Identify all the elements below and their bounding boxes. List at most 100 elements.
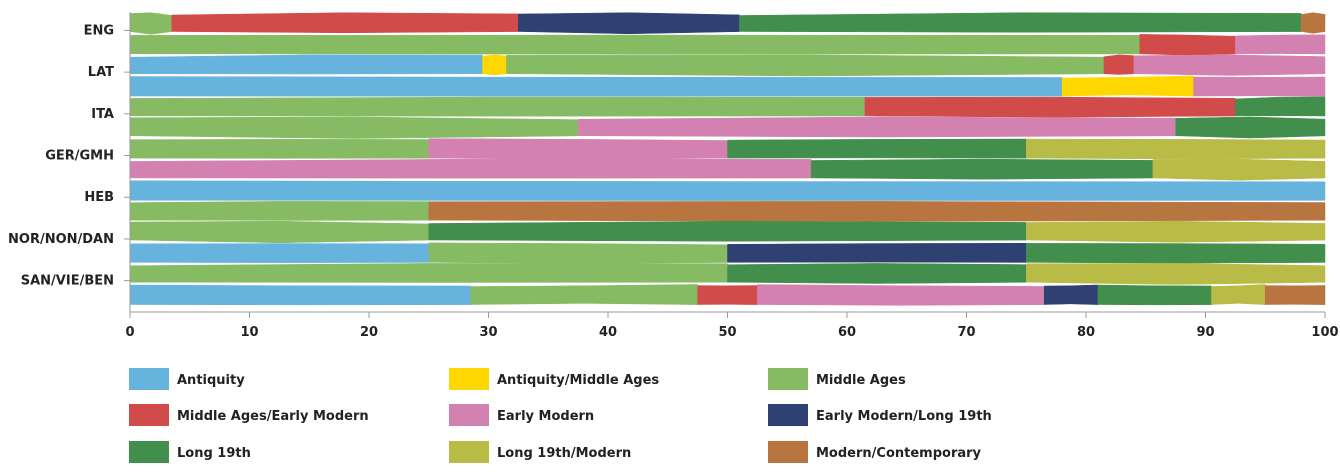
bar-segment-long-19th	[727, 138, 1027, 159]
bar-segment-middle-ages	[129, 34, 1141, 55]
legend-label: Antiquity	[177, 373, 245, 388]
category-label: SAN/VIE/BEN	[21, 274, 114, 289]
bar-segment-long-19th	[1175, 116, 1326, 139]
bar-segment-early-modern-long-19th	[1043, 284, 1099, 305]
bar-segment-middle-ages-early-modern	[1139, 34, 1236, 56]
bar-segment-long-19th-modern	[1026, 138, 1326, 160]
bars-layer	[129, 12, 1326, 306]
x-tick-label: 80	[1077, 325, 1095, 340]
legend-swatch	[129, 368, 169, 390]
bar-segment-early-modern	[428, 138, 728, 160]
bar-segment-middle-ages-early-modern	[171, 12, 519, 34]
legend-item-long-19th-modern: Long 19th/Modern	[449, 441, 631, 463]
bar-segment-long-19th-modern	[1211, 284, 1266, 305]
bar-segment-long-19th-modern	[1026, 220, 1326, 243]
x-tick-label: 30	[479, 325, 497, 340]
bar-segment-early-modern-long-19th	[518, 12, 740, 35]
legend: Antiquity Antiquity/Middle Ages Middle Age…	[129, 368, 992, 463]
bar-segment-modern-contemporary	[1300, 12, 1326, 34]
bar-segment-middle-ages-early-modern	[697, 285, 758, 305]
bar-segment-middle-ages-early-modern	[1103, 54, 1135, 75]
bar-segment-early-modern	[129, 158, 812, 179]
bar-segment-middle-ages	[129, 116, 579, 139]
x-tick-label: 0	[125, 325, 134, 340]
bar-segment-early-modern	[1235, 34, 1326, 55]
x-tick-label: 20	[360, 325, 378, 340]
bar-segment-long-19th	[1097, 284, 1212, 306]
legend-item-middle-ages-early-modern: Middle Ages/Early Modern	[129, 404, 369, 426]
bar-segment-middle-ages	[129, 201, 429, 221]
bar-segment-antiquity	[129, 243, 429, 263]
legend-label: Middle Ages	[816, 373, 906, 388]
x-axis: 0 10 20 30 40 50 60 70 80 90 100	[125, 12, 1339, 340]
x-tick-label: 70	[957, 325, 975, 340]
bar-segment-middle-ages	[129, 263, 728, 283]
legend-label: Modern/Contemporary	[816, 446, 982, 461]
bar-segment-early-modern	[757, 284, 1045, 306]
x-tick-label: 50	[718, 325, 736, 340]
bar-segment-modern-contemporary	[428, 201, 1326, 222]
legend-item-middle-ages: Middle Ages	[768, 368, 906, 390]
x-tick-label: 100	[1311, 325, 1338, 340]
legend-item-antiquity-middle-ages: Antiquity/Middle Ages	[449, 368, 659, 390]
bar-segment-long-19th	[810, 158, 1154, 180]
bar-segment-modern-contemporary	[1265, 285, 1326, 305]
legend-item-antiquity: Antiquity	[129, 368, 245, 390]
bar-segment-long-19th	[727, 263, 1027, 284]
legend-label: Long 19th/Modern	[497, 446, 631, 461]
category-label: GER/GMH	[45, 149, 114, 164]
legend-swatch	[129, 441, 169, 463]
x-tick-label: 90	[1196, 325, 1214, 340]
legend-swatch	[449, 441, 489, 463]
bar-segment-long-19th	[1026, 243, 1326, 264]
bar-segment-antiquity	[129, 284, 471, 306]
x-tick-label: 60	[838, 325, 856, 340]
legend-swatch	[449, 368, 489, 390]
bar-segment-middle-ages	[129, 12, 173, 35]
category-label: NOR/NON/DAN	[8, 232, 114, 247]
bar-segment-antiquity	[129, 76, 1063, 97]
bar-segment-middle-ages	[428, 242, 728, 264]
category-labels: ENG LAT ITA GER/GMH HEB NOR/NON/DAN SAN/VIE/BE…	[8, 23, 130, 289]
legend-item-long-19th: Long 19th	[129, 441, 251, 463]
legend-swatch	[768, 441, 808, 463]
bar-segment-early-modern	[1193, 76, 1326, 97]
bar-segment-early-modern	[1133, 54, 1326, 76]
legend-label: Middle Ages/Early Modern	[177, 409, 369, 424]
bar-segment-antiquity-middle-ages	[1061, 75, 1194, 97]
bar-segment-early-modern-long-19th	[727, 242, 1027, 263]
bar-segment-antiquity-middle-ages	[482, 54, 507, 76]
bar-segment-middle-ages	[506, 54, 1105, 77]
bar-segment-long-19th	[428, 220, 1027, 242]
legend-swatch	[768, 368, 808, 390]
bar-segment-middle-ages	[470, 284, 698, 305]
legend-item-early-modern: Early Modern	[449, 404, 594, 426]
legend-label: Long 19th	[177, 446, 251, 461]
bar-segment-long-19th	[739, 12, 1302, 33]
bar-segment-antiquity	[129, 180, 1326, 201]
bar-segment-early-modern	[577, 116, 1176, 138]
legend-item-early-modern-long-19th: Early Modern/Long 19th	[768, 404, 992, 426]
bar-segment-long-19th-modern	[1026, 263, 1326, 285]
category-label: LAT	[88, 65, 114, 80]
bar-segment-long-19th	[1235, 96, 1326, 117]
category-label: HEB	[84, 190, 114, 205]
bar-segment-middle-ages	[129, 139, 429, 159]
bar-segment-antiquity	[129, 54, 483, 75]
legend-swatch	[129, 404, 169, 426]
bar-segment-middle-ages-early-modern	[864, 96, 1236, 118]
bar-segment-middle-ages	[129, 96, 866, 117]
legend-swatch	[449, 404, 489, 426]
legend-label: Antiquity/Middle Ages	[497, 373, 659, 388]
legend-label: Early Modern	[497, 409, 594, 424]
category-label: ITA	[91, 107, 114, 122]
x-tick-label: 10	[240, 325, 258, 340]
legend-item-modern-contemporary: Modern/Contemporary	[768, 441, 982, 463]
category-label: ENG	[84, 23, 114, 38]
x-tick-label: 40	[599, 325, 617, 340]
bar-segment-middle-ages	[129, 220, 429, 244]
legend-label: Early Modern/Long 19th	[816, 409, 992, 424]
legend-swatch	[768, 404, 808, 426]
